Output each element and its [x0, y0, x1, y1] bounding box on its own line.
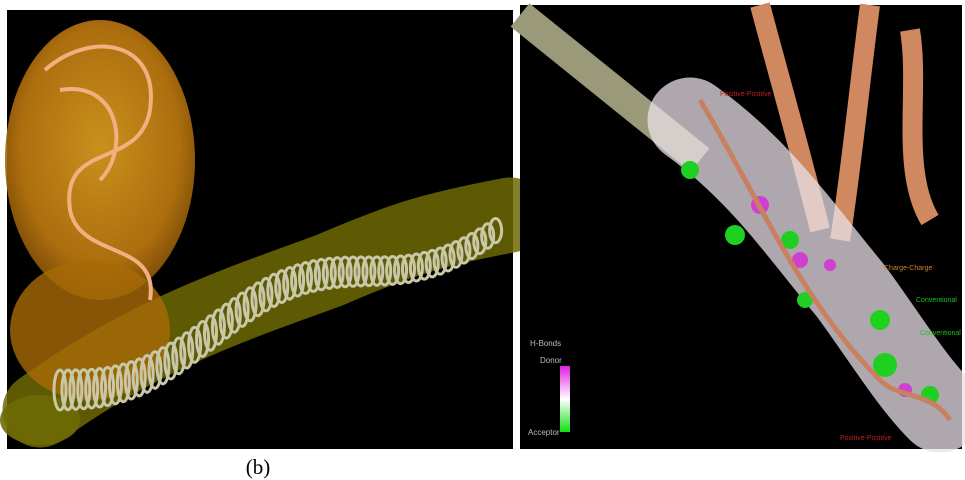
helix-turn: [179, 331, 195, 370]
helix-turn: [242, 286, 258, 323]
helix-turn: [60, 368, 76, 412]
helix-turn: [68, 368, 84, 411]
helix-turn: [480, 222, 496, 250]
interaction-label: Conventional: [920, 330, 961, 337]
helix-turn: [472, 227, 488, 256]
helix-turn: [100, 365, 116, 408]
helix-turn: [313, 257, 329, 292]
helix-turn: [416, 250, 432, 281]
helix-turn: [195, 320, 211, 358]
helix-turn: [266, 272, 282, 309]
helix-turn: [163, 341, 179, 381]
orange-surface: [10, 260, 170, 400]
helix-turn: [345, 255, 361, 288]
helix-turn: [131, 357, 147, 398]
helix-turn: [210, 308, 226, 346]
interaction-label: Conventional: [916, 297, 957, 304]
helix-turn: [353, 255, 369, 288]
helix-turn: [408, 252, 424, 283]
helix-turn: [432, 246, 448, 276]
helix-turn: [464, 232, 480, 261]
ribbon: [43, 44, 153, 301]
helix-turn: [456, 236, 472, 265]
helix-turn: [218, 302, 234, 340]
helix-turn: [250, 281, 266, 318]
yellow-surface: [0, 395, 80, 445]
caption: (b): [246, 455, 271, 479]
interaction-label: Charge-Charge: [884, 265, 932, 272]
orange-surface: [5, 20, 195, 300]
helix-turn: [84, 367, 100, 410]
helix-turn: [400, 253, 416, 284]
helix-turn: [329, 256, 345, 290]
helix-turn: [258, 276, 274, 313]
helix-turn: [377, 255, 393, 287]
helix-turn: [385, 254, 401, 286]
interaction-label: Positive-Positive: [840, 435, 891, 442]
helix-turn: [424, 248, 440, 279]
helix-turn: [369, 255, 385, 287]
interaction-label: Positive-Positive: [720, 91, 771, 98]
helix-turn: [187, 325, 203, 364]
helix-turn: [337, 255, 353, 289]
ribbon: [697, 98, 953, 422]
helix-turn: [440, 243, 456, 273]
helix-turn: [155, 346, 171, 386]
helix-turn: [226, 296, 242, 334]
helix-turn: [107, 364, 123, 406]
surface: [647, 77, 965, 453]
helix-turn: [92, 366, 108, 409]
helix-turn: [171, 336, 187, 376]
helix-turn: [361, 255, 377, 288]
legend-title: H-Bonds: [530, 339, 561, 348]
hbond-legend-bar: [560, 366, 570, 432]
helix-turn: [274, 269, 290, 305]
helix-turn: [393, 254, 409, 286]
helix-turn: [76, 368, 92, 411]
helix-turn: [52, 368, 68, 412]
helix-turn: [305, 259, 321, 293]
right-structure: H-Bonds Donor Acceptor Positive-Positive…: [510, 2, 965, 453]
helix-turn: [321, 256, 337, 290]
helix-turn: [282, 265, 298, 301]
helix-turn: [123, 360, 139, 401]
helix-turn: [488, 216, 504, 245]
helix-turn: [298, 260, 314, 296]
legend-bottom: Acceptor: [528, 428, 560, 437]
helix-turn: [234, 291, 250, 328]
legend-top: Donor: [540, 356, 562, 365]
helix-turn: [147, 350, 163, 390]
left-structure: [0, 20, 548, 448]
acceptor-patches: [681, 161, 939, 404]
helix-turn: [290, 263, 306, 298]
helix-turn: [202, 314, 218, 352]
helix-turn: [448, 240, 464, 269]
helix-turn: [115, 362, 131, 404]
helix-turn: [139, 354, 155, 394]
